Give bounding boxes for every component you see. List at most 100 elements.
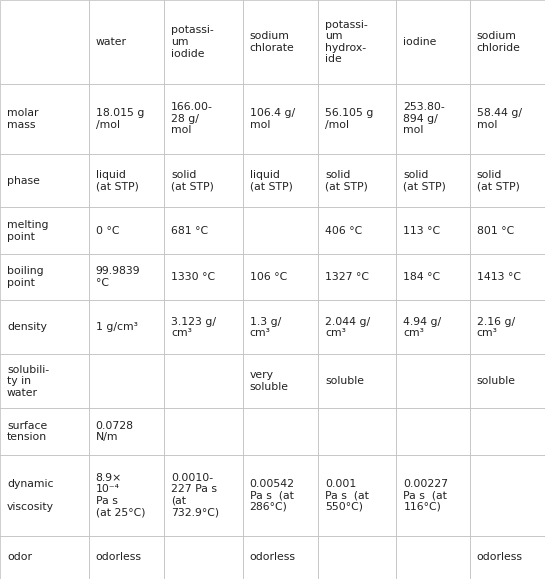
Text: 184 °C: 184 °C bbox=[403, 272, 440, 282]
Text: odorless: odorless bbox=[95, 552, 142, 562]
Bar bbox=[89, 254, 164, 301]
Bar bbox=[470, 153, 545, 207]
Text: melting
point: melting point bbox=[7, 220, 49, 241]
Bar bbox=[243, 408, 318, 455]
Bar bbox=[470, 455, 545, 536]
Bar bbox=[396, 455, 470, 536]
Bar bbox=[164, 354, 243, 408]
Bar bbox=[318, 207, 396, 254]
Bar bbox=[243, 0, 318, 84]
Text: solid
(at STP): solid (at STP) bbox=[476, 170, 519, 191]
Text: 0 °C: 0 °C bbox=[95, 226, 119, 236]
Bar bbox=[243, 455, 318, 536]
Bar bbox=[243, 536, 318, 579]
Bar bbox=[470, 408, 545, 455]
Text: 681 °C: 681 °C bbox=[171, 226, 208, 236]
Bar bbox=[318, 301, 396, 354]
Bar bbox=[318, 153, 396, 207]
Text: 8.9×
10⁻⁴
Pa s
(at 25°C): 8.9× 10⁻⁴ Pa s (at 25°C) bbox=[95, 472, 145, 518]
Bar bbox=[470, 207, 545, 254]
Text: soluble: soluble bbox=[325, 376, 364, 386]
Bar bbox=[164, 207, 243, 254]
Bar bbox=[470, 301, 545, 354]
Bar bbox=[164, 0, 243, 84]
Text: liquid
(at STP): liquid (at STP) bbox=[95, 170, 138, 191]
Text: 2.16 g/
cm³: 2.16 g/ cm³ bbox=[476, 317, 514, 338]
Bar bbox=[318, 354, 396, 408]
Bar bbox=[89, 153, 164, 207]
Text: 0.00227
Pa s  (at
116°C): 0.00227 Pa s (at 116°C) bbox=[403, 478, 449, 512]
Bar bbox=[89, 455, 164, 536]
Text: odorless: odorless bbox=[476, 552, 523, 562]
Bar bbox=[396, 536, 470, 579]
Bar bbox=[89, 84, 164, 153]
Bar bbox=[318, 0, 396, 84]
Text: solid
(at STP): solid (at STP) bbox=[171, 170, 214, 191]
Text: dynamic

viscosity: dynamic viscosity bbox=[7, 478, 54, 512]
Text: 406 °C: 406 °C bbox=[325, 226, 362, 236]
Text: solid
(at STP): solid (at STP) bbox=[325, 170, 368, 191]
Text: potassi-
um
iodide: potassi- um iodide bbox=[171, 25, 214, 58]
Bar bbox=[164, 536, 243, 579]
Text: 0.00542
Pa s  (at
286°C): 0.00542 Pa s (at 286°C) bbox=[250, 478, 294, 512]
Bar bbox=[318, 254, 396, 301]
Bar bbox=[318, 536, 396, 579]
Text: soluble: soluble bbox=[476, 376, 516, 386]
Bar bbox=[396, 301, 470, 354]
Bar bbox=[0, 254, 89, 301]
Bar bbox=[470, 536, 545, 579]
Bar bbox=[243, 153, 318, 207]
Bar bbox=[0, 536, 89, 579]
Bar bbox=[318, 455, 396, 536]
Text: solid
(at STP): solid (at STP) bbox=[403, 170, 446, 191]
Text: 166.00-
28 g/
mol: 166.00- 28 g/ mol bbox=[171, 102, 213, 135]
Text: 56.105 g
/mol: 56.105 g /mol bbox=[325, 108, 373, 130]
Text: 3.123 g/
cm³: 3.123 g/ cm³ bbox=[171, 317, 216, 338]
Text: molar
mass: molar mass bbox=[7, 108, 39, 130]
Bar bbox=[0, 84, 89, 153]
Text: sodium
chlorate: sodium chlorate bbox=[250, 31, 294, 53]
Bar bbox=[0, 153, 89, 207]
Text: 0.0010-
227 Pa s
(at
732.9°C): 0.0010- 227 Pa s (at 732.9°C) bbox=[171, 472, 219, 518]
Text: odorless: odorless bbox=[250, 552, 295, 562]
Bar bbox=[0, 301, 89, 354]
Text: sodium
chloride: sodium chloride bbox=[476, 31, 520, 53]
Bar bbox=[396, 84, 470, 153]
Text: density: density bbox=[7, 323, 47, 332]
Text: 1327 °C: 1327 °C bbox=[325, 272, 369, 282]
Bar bbox=[470, 0, 545, 84]
Bar bbox=[0, 207, 89, 254]
Bar bbox=[89, 408, 164, 455]
Bar bbox=[89, 536, 164, 579]
Bar bbox=[164, 301, 243, 354]
Bar bbox=[0, 408, 89, 455]
Bar bbox=[164, 84, 243, 153]
Text: solubili-
ty in
water: solubili- ty in water bbox=[7, 365, 49, 398]
Text: 0.001
Pa s  (at
550°C): 0.001 Pa s (at 550°C) bbox=[325, 478, 369, 512]
Bar bbox=[164, 153, 243, 207]
Bar bbox=[243, 254, 318, 301]
Text: 58.44 g/
mol: 58.44 g/ mol bbox=[476, 108, 522, 130]
Text: 4.94 g/
cm³: 4.94 g/ cm³ bbox=[403, 317, 441, 338]
Bar bbox=[164, 455, 243, 536]
Text: surface
tension: surface tension bbox=[7, 420, 47, 442]
Text: phase: phase bbox=[7, 175, 40, 185]
Text: 106 °C: 106 °C bbox=[250, 272, 287, 282]
Bar bbox=[396, 207, 470, 254]
Bar bbox=[0, 354, 89, 408]
Bar bbox=[243, 207, 318, 254]
Bar bbox=[164, 254, 243, 301]
Bar bbox=[396, 254, 470, 301]
Bar bbox=[470, 354, 545, 408]
Text: potassi-
um
hydrox-
ide: potassi- um hydrox- ide bbox=[325, 20, 368, 64]
Bar bbox=[396, 153, 470, 207]
Bar bbox=[0, 0, 89, 84]
Bar bbox=[396, 408, 470, 455]
Bar bbox=[470, 84, 545, 153]
Bar bbox=[396, 0, 470, 84]
Text: 1.3 g/
cm³: 1.3 g/ cm³ bbox=[250, 317, 281, 338]
Bar bbox=[396, 354, 470, 408]
Bar bbox=[89, 207, 164, 254]
Text: 18.015 g
/mol: 18.015 g /mol bbox=[95, 108, 144, 130]
Text: 801 °C: 801 °C bbox=[476, 226, 514, 236]
